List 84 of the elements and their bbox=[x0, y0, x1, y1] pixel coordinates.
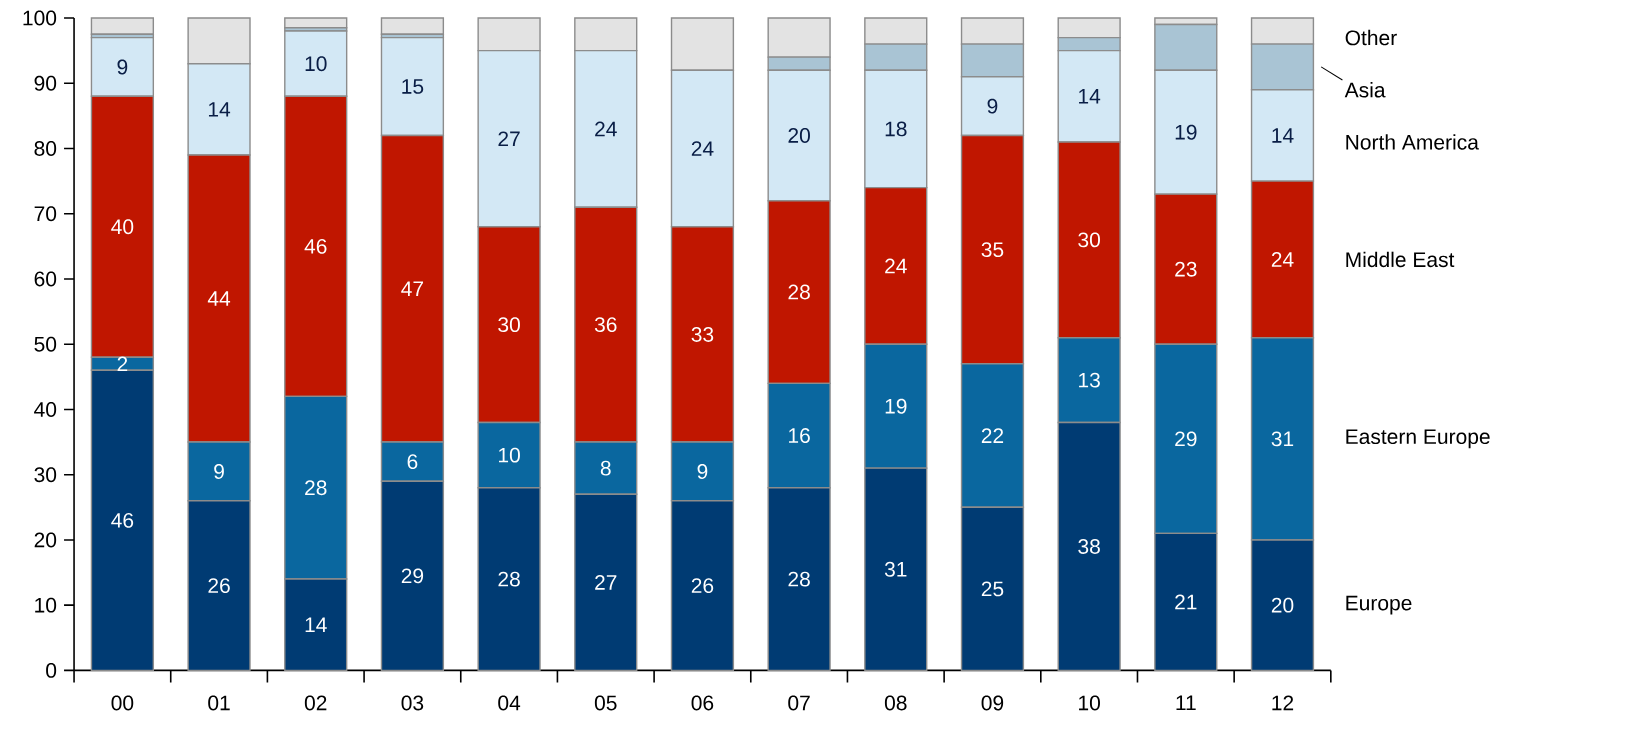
data-label: 47 bbox=[401, 281, 424, 296]
data-label: 22 bbox=[981, 428, 1004, 443]
x-tick-label: 03 bbox=[401, 695, 424, 711]
data-label: 9 bbox=[987, 98, 998, 114]
data-label: 23 bbox=[1175, 261, 1197, 277]
y-tick-label: 80 bbox=[34, 140, 57, 156]
x-tick-label: 04 bbox=[498, 695, 521, 711]
y-tick-label: 90 bbox=[34, 75, 57, 91]
data-label: 35 bbox=[981, 241, 1004, 257]
series-label: Asia bbox=[1344, 81, 1386, 98]
data-label: 9 bbox=[697, 463, 708, 479]
x-tick-label: 05 bbox=[594, 695, 617, 711]
bar bbox=[90, 17, 155, 35]
data-label: 16 bbox=[789, 427, 810, 443]
data-label: 29 bbox=[401, 568, 424, 584]
data-label: 14 bbox=[305, 617, 327, 632]
data-label: 28 bbox=[498, 571, 520, 587]
data-label: 2 bbox=[117, 356, 128, 371]
data-label: 27 bbox=[498, 131, 520, 146]
y-tick-label: 10 bbox=[35, 597, 57, 613]
data-label: 19 bbox=[1175, 124, 1197, 140]
data-label: 13 bbox=[1079, 372, 1100, 388]
data-label: 9 bbox=[117, 59, 128, 75]
data-label: 24 bbox=[1271, 251, 1294, 267]
data-label: 25 bbox=[981, 581, 1004, 597]
series-label: North America bbox=[1346, 134, 1479, 150]
bar bbox=[380, 17, 445, 35]
data-label: 46 bbox=[304, 238, 327, 254]
data-label: 10 bbox=[499, 447, 520, 463]
y-tick-label: 60 bbox=[34, 271, 57, 287]
y-tick-label: 20 bbox=[34, 532, 57, 548]
data-label: 33 bbox=[691, 326, 714, 342]
data-label: 24 bbox=[885, 258, 907, 274]
data-label: 30 bbox=[498, 317, 520, 332]
data-label: 19 bbox=[885, 398, 907, 414]
data-label: 10 bbox=[305, 56, 327, 71]
y-tick-label: 50 bbox=[34, 336, 57, 352]
x-tick-label: 08 bbox=[884, 695, 907, 711]
x-tick-label: 06 bbox=[691, 695, 714, 711]
x-tick-label: 02 bbox=[304, 695, 327, 711]
data-label: 31 bbox=[1271, 431, 1294, 447]
data-label: 8 bbox=[600, 460, 611, 476]
data-label: 14 bbox=[208, 101, 231, 117]
data-label: 20 bbox=[1271, 597, 1294, 613]
series-label: Other bbox=[1345, 29, 1397, 46]
x-tick-label: 00 bbox=[111, 695, 134, 711]
data-label: 14 bbox=[1272, 128, 1294, 143]
data-label: 40 bbox=[111, 219, 134, 235]
data-label: 30 bbox=[1078, 232, 1100, 248]
data-label: 46 bbox=[111, 512, 134, 528]
data-label: 28 bbox=[788, 571, 810, 587]
data-label: 44 bbox=[207, 291, 231, 306]
data-label: 38 bbox=[1078, 538, 1100, 554]
y-tick-label: 30 bbox=[34, 467, 57, 482]
series-label: Eastern Europe bbox=[1346, 429, 1490, 448]
data-label: 6 bbox=[407, 454, 418, 469]
data-label: 28 bbox=[305, 480, 327, 495]
data-label: 36 bbox=[594, 317, 617, 332]
series-label: Middle East bbox=[1346, 251, 1455, 267]
y-tick-label: 100 bbox=[23, 10, 57, 26]
data-label: 26 bbox=[208, 577, 230, 593]
x-tick-label: 01 bbox=[208, 695, 230, 711]
y-tick-label: 70 bbox=[34, 206, 57, 221]
data-label: 15 bbox=[402, 78, 424, 94]
data-label: 27 bbox=[595, 574, 617, 590]
series-label: Europe bbox=[1346, 595, 1412, 615]
y-tick-label: 40 bbox=[34, 401, 57, 417]
data-label: 18 bbox=[885, 121, 907, 137]
x-tick-label: 09 bbox=[981, 695, 1004, 711]
x-tick-label: 12 bbox=[1272, 695, 1294, 710]
x-tick-label: 07 bbox=[788, 695, 810, 711]
x-tick-label: 10 bbox=[1079, 695, 1100, 711]
data-label: 9 bbox=[214, 463, 224, 479]
data-label: 14 bbox=[1079, 88, 1101, 104]
data-label: 28 bbox=[788, 284, 810, 300]
x-tick-label: 11 bbox=[1176, 695, 1196, 710]
data-label: 29 bbox=[1175, 431, 1197, 447]
data-label: 21 bbox=[1175, 594, 1197, 610]
data-label: 20 bbox=[788, 127, 810, 143]
data-label: 26 bbox=[691, 577, 714, 593]
y-tick-label: 0 bbox=[46, 662, 57, 678]
data-label: 24 bbox=[691, 140, 714, 156]
data-label: 24 bbox=[595, 121, 617, 137]
data-label: 31 bbox=[884, 561, 907, 577]
